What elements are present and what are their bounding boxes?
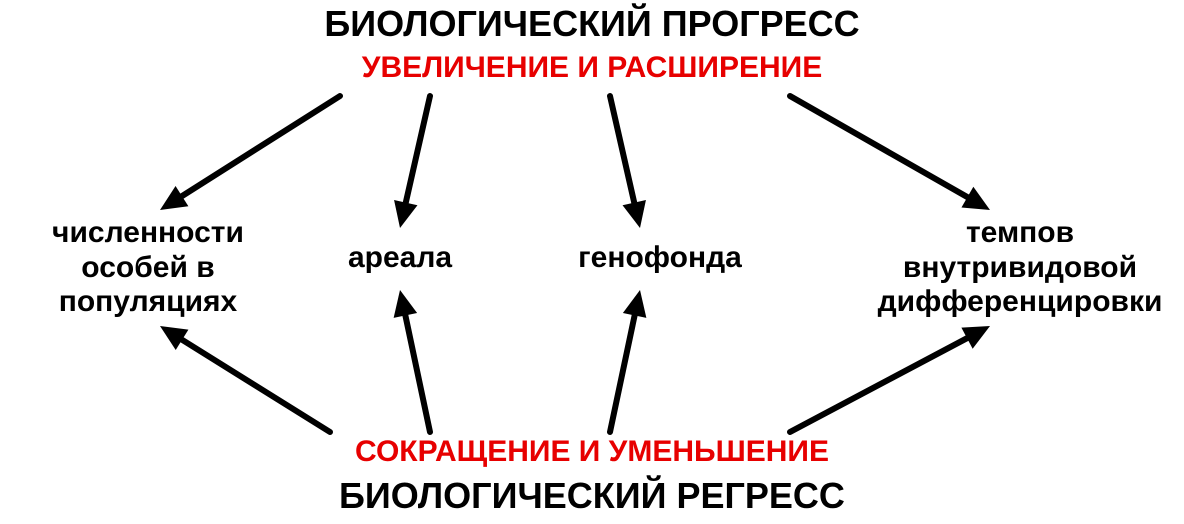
item-differentiation: темпов внутривидовой дифференцировки xyxy=(878,216,1163,320)
title-progress: БИОЛОГИЧЕСКИЙ ПРОГРЕСС xyxy=(324,3,859,44)
subtitle-decrease: СОКРАЩЕНИЕ И УМЕНЬШЕНИЕ xyxy=(355,435,829,470)
subtitle-increase: УВЕЛИЧЕНИЕ И РАСШИРЕНИЕ xyxy=(362,51,822,86)
item-areal: ареала xyxy=(348,241,452,276)
title-regress: БИОЛОГИЧЕСКИЙ РЕГРЕСС xyxy=(339,475,845,516)
item-genepool: генофонда xyxy=(578,241,742,276)
item-population: численности особей в популяциях xyxy=(52,216,244,320)
